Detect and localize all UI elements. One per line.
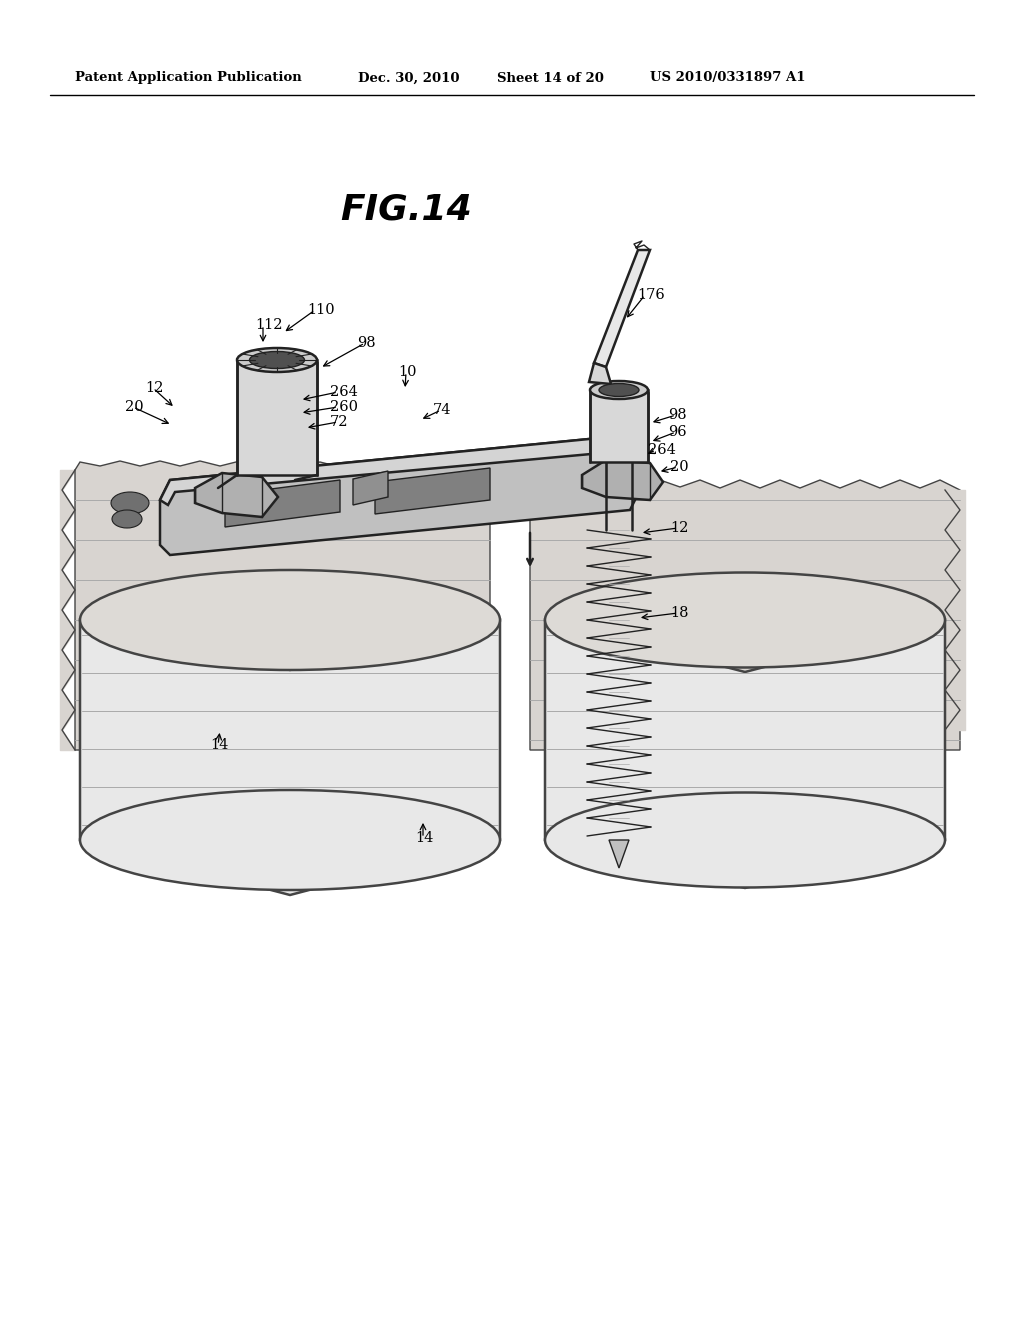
Polygon shape (225, 480, 340, 527)
Polygon shape (353, 471, 388, 506)
Text: US 2010/0331897 A1: US 2010/0331897 A1 (650, 71, 806, 84)
Polygon shape (160, 436, 640, 554)
Polygon shape (80, 620, 500, 895)
Text: Dec. 30, 2010: Dec. 30, 2010 (358, 71, 460, 84)
Text: FIG.14: FIG.14 (340, 193, 472, 227)
Text: 98: 98 (668, 408, 687, 422)
Polygon shape (375, 469, 490, 513)
Polygon shape (582, 459, 663, 500)
Ellipse shape (545, 792, 945, 887)
Polygon shape (545, 620, 945, 888)
Text: 20: 20 (670, 459, 688, 474)
Polygon shape (195, 473, 278, 517)
Text: 12: 12 (145, 381, 164, 395)
Ellipse shape (545, 573, 945, 668)
Text: 14: 14 (210, 738, 228, 752)
Text: 260: 260 (330, 400, 358, 414)
Text: 176: 176 (637, 288, 665, 302)
Ellipse shape (250, 351, 304, 368)
Ellipse shape (590, 381, 648, 399)
Text: 110: 110 (307, 304, 335, 317)
Text: 10: 10 (398, 366, 417, 379)
Text: 12: 12 (670, 521, 688, 535)
Polygon shape (237, 360, 317, 475)
Text: Sheet 14 of 20: Sheet 14 of 20 (497, 71, 604, 84)
Text: 72: 72 (330, 414, 348, 429)
Text: 18: 18 (670, 606, 688, 620)
Text: 14: 14 (415, 832, 433, 845)
Ellipse shape (599, 384, 639, 396)
Polygon shape (590, 389, 648, 462)
Ellipse shape (112, 510, 142, 528)
Polygon shape (75, 461, 490, 750)
Ellipse shape (80, 570, 500, 671)
Text: 96: 96 (668, 425, 687, 440)
Polygon shape (589, 363, 611, 384)
Text: Patent Application Publication: Patent Application Publication (75, 71, 302, 84)
Text: 74: 74 (433, 403, 452, 417)
Polygon shape (530, 470, 961, 750)
Text: 112: 112 (255, 318, 283, 333)
Polygon shape (160, 436, 640, 506)
Text: 20: 20 (125, 400, 143, 414)
Ellipse shape (111, 492, 150, 513)
Text: 264: 264 (330, 385, 357, 399)
Ellipse shape (80, 789, 500, 890)
Text: 98: 98 (357, 337, 376, 350)
Text: 264: 264 (648, 444, 676, 457)
Polygon shape (609, 840, 629, 869)
Polygon shape (594, 249, 650, 367)
Ellipse shape (237, 348, 317, 372)
